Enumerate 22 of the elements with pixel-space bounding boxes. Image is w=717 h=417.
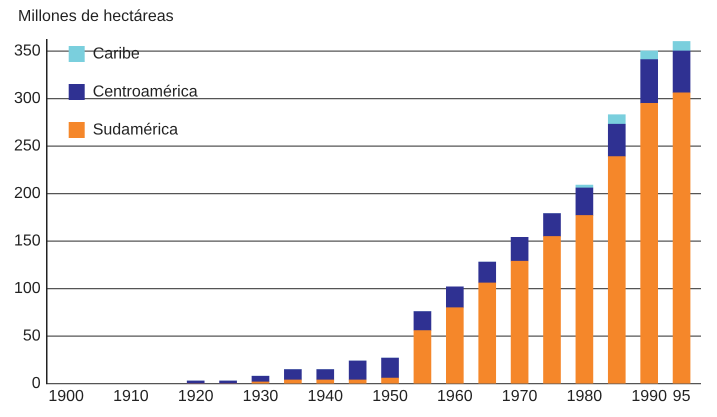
y-axis-title: Millones de hectáreas [18, 8, 174, 26]
x-tick-label: 1980 [566, 388, 602, 405]
x-tick-label: 1900 [48, 388, 84, 405]
y-tick-label: 350 [14, 42, 41, 60]
x-tick-label: 1990 [631, 388, 668, 405]
y-tick-label: 100 [14, 280, 41, 298]
legend-label: Centroamérica [92, 83, 198, 100]
y-tick-label: 200 [14, 185, 41, 202]
x-tick-label: 95 [672, 388, 691, 405]
x-tick-label: 1970 [502, 388, 538, 405]
legend-label: Sudamérica [92, 121, 178, 138]
x-tick-label: 1950 [372, 388, 408, 405]
x-tick-label: 1920 [178, 388, 214, 405]
y-tick-label: 0 [32, 375, 41, 392]
x-tick-label: 1930 [242, 388, 278, 405]
x-tick-label: 1960 [437, 388, 473, 405]
y-tick-label: 300 [14, 90, 41, 107]
x-tick-label: 1940 [307, 388, 344, 405]
x-tick-label: 1910 [113, 388, 149, 405]
y-tick-label: 150 [14, 232, 41, 250]
y-tick-label: 50 [22, 328, 41, 345]
y-tick-label: 250 [14, 138, 41, 154]
